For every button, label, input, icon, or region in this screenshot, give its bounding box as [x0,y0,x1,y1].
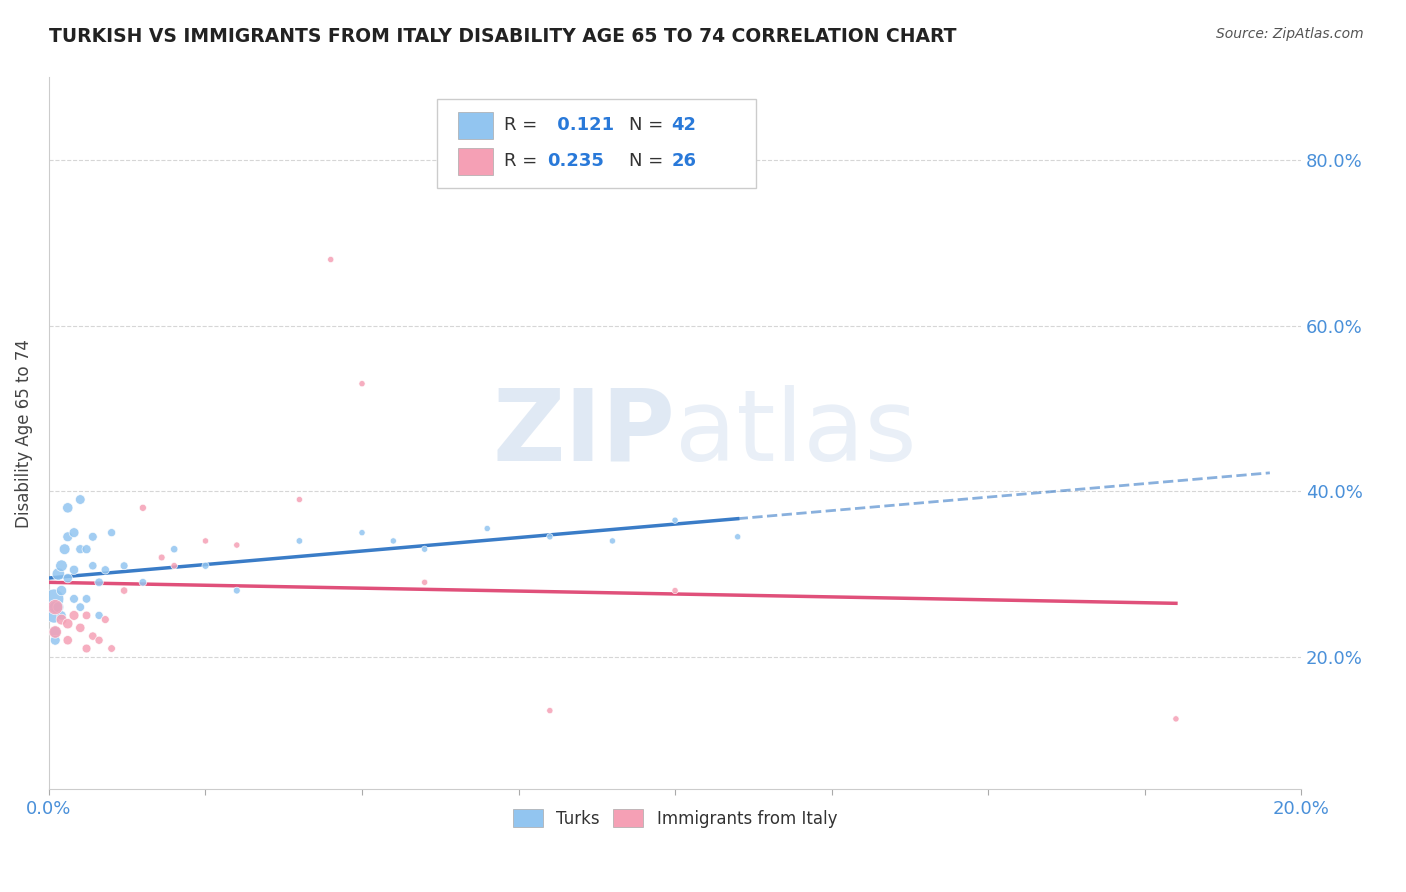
Text: R =: R = [503,152,543,169]
Text: N =: N = [628,116,669,134]
Point [56,633,79,648]
Point [132,575,155,590]
Point [194,558,217,573]
Point [382,533,405,548]
Text: Source: ZipAtlas.com: Source: ZipAtlas.com [1216,27,1364,41]
Point [51,583,73,598]
Text: TURKISH VS IMMIGRANTS FROM ITALY DISABILITY AGE 65 TO 74 CORRELATION CHART: TURKISH VS IMMIGRANTS FROM ITALY DISABIL… [49,27,956,45]
Point [56,571,79,585]
Point [69,492,91,507]
Point [63,591,86,606]
Point [42,608,65,623]
Point [42,591,65,606]
Point [538,530,561,544]
Point [225,583,247,598]
Legend: Turks, Immigrants from Italy: Turks, Immigrants from Italy [506,803,844,834]
Point [94,613,117,627]
Point [727,530,749,544]
Point [225,538,247,552]
Point [163,542,186,557]
Point [44,633,66,648]
Point [56,530,79,544]
Point [163,558,186,573]
Point [76,608,98,623]
Y-axis label: Disability Age 65 to 74: Disability Age 65 to 74 [15,339,32,528]
Point [44,624,66,639]
Point [82,530,104,544]
Point [100,641,122,656]
Point [319,252,342,267]
Point [112,558,135,573]
Text: 0.121: 0.121 [551,116,614,134]
Point [48,567,70,582]
Point [87,575,110,590]
Point [1164,712,1187,726]
Point [44,624,66,639]
Point [87,633,110,648]
Point [477,522,499,536]
Point [51,558,73,573]
Point [44,600,66,615]
Point [63,563,86,577]
Point [53,542,76,557]
Point [76,591,98,606]
Point [664,513,686,527]
Point [63,525,86,540]
Text: R =: R = [503,116,543,134]
Point [132,500,155,515]
Point [538,704,561,718]
Point [413,542,436,557]
Point [51,613,73,627]
Point [288,533,311,548]
Point [350,376,373,391]
Point [194,533,217,548]
Text: 42: 42 [671,116,696,134]
Point [100,525,122,540]
FancyBboxPatch shape [437,99,756,187]
FancyBboxPatch shape [458,112,494,139]
Point [69,621,91,635]
Text: atlas: atlas [675,384,917,482]
Point [602,533,624,548]
Text: 0.235: 0.235 [547,152,605,169]
Point [76,542,98,557]
Point [51,608,73,623]
Text: N =: N = [628,152,669,169]
Point [48,600,70,615]
Text: ZIP: ZIP [492,384,675,482]
Point [82,558,104,573]
Point [63,608,86,623]
Point [112,583,135,598]
Point [56,500,79,515]
Point [413,575,436,590]
Point [664,583,686,598]
Text: 26: 26 [671,152,696,169]
Point [76,641,98,656]
FancyBboxPatch shape [458,148,494,175]
Point [69,542,91,557]
Point [56,616,79,631]
Point [69,600,91,615]
Point [350,525,373,540]
Point [94,563,117,577]
Point [288,492,311,507]
Point [44,600,66,615]
Point [82,629,104,643]
Point [150,550,173,565]
Point [87,608,110,623]
